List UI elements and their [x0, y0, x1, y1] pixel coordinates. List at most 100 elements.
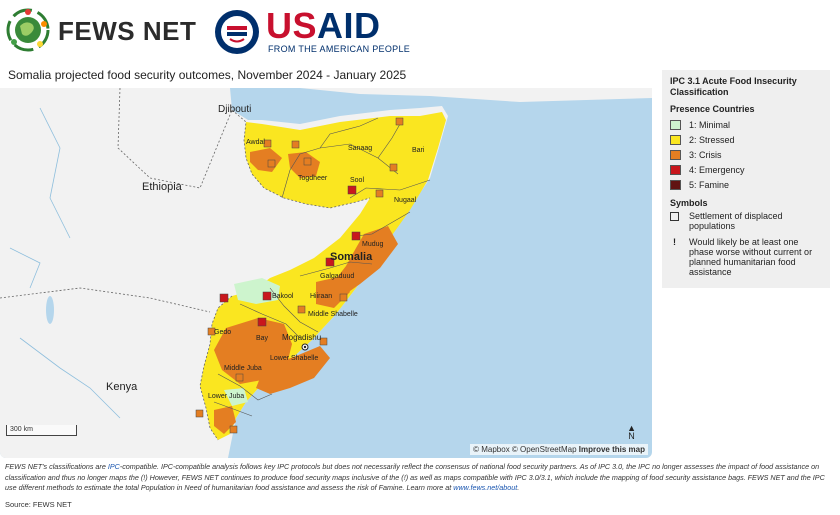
map-attribution: © Mapbox © OpenStreetMap Improve this ma…	[470, 444, 648, 455]
label-sool: Sool	[350, 177, 364, 184]
label-bay: Bay	[256, 335, 269, 342]
idp-marker	[389, 163, 398, 172]
label-galgaduud: Galgaduud	[320, 273, 354, 280]
fews-about-link[interactable]: www.fews.net/about	[453, 483, 518, 492]
idp-marker	[267, 159, 276, 168]
usaid-tagline: FROM THE AMERICAN PEOPLE	[268, 44, 411, 54]
idp-marker	[291, 140, 300, 149]
idp-marker	[325, 257, 335, 267]
legend-symbols-label: Symbols	[670, 198, 708, 208]
legend-phase-label: 5: Famine	[689, 179, 730, 190]
arabian-peninsula	[300, 88, 652, 102]
legend-phase-label: 1: Minimal	[689, 119, 731, 130]
attribution-mapbox-link[interactable]: © Mapbox	[473, 445, 510, 454]
idp-marker	[219, 293, 229, 303]
admin-borders	[213, 117, 431, 417]
legend-bang-row: ! Would likely be at least one phase wor…	[670, 237, 822, 277]
label-lower-juba: Lower Juba	[208, 393, 244, 400]
map-card: Somalia projected food security outcomes…	[0, 62, 652, 458]
legend-phase-label: 2: Stressed	[689, 134, 735, 145]
crisis-area-coast-central	[332, 226, 398, 298]
footnote: FEWS NET's classifications are IPC-compa…	[5, 462, 833, 494]
north-label: N	[628, 431, 635, 441]
legend-phase-list: 1: Minimal 2: Stressed 3: Crisis 4: Emergen…	[670, 117, 822, 192]
international-borders	[0, 88, 371, 441]
idp-marker	[235, 373, 244, 382]
legend-phase-item: 1: Minimal	[670, 117, 822, 132]
idp-settlements-emergency	[219, 185, 361, 327]
label-awdal: Awdal	[246, 139, 265, 146]
map-legend: IPC 3.1 Acute Food Insecurity Classifica…	[662, 70, 830, 288]
usaid-seal-icon	[215, 10, 259, 54]
legend-phase-swatch	[670, 179, 681, 190]
idp-marker	[319, 337, 328, 346]
legend-phase-item: 2: Stressed	[670, 132, 822, 147]
rivers	[9, 107, 121, 419]
legend-idp-row: Settlement of displaced populations	[670, 211, 822, 231]
label-sanaag: Sanaag	[348, 145, 372, 152]
attribution-osm-link[interactable]: © OpenStreetMap	[511, 445, 577, 454]
map-title: Somalia projected food security outcomes…	[8, 68, 407, 82]
legend-phase-swatch	[670, 164, 681, 175]
legend-phase-label: 4: Emergency	[689, 164, 745, 175]
idp-marker	[297, 305, 306, 314]
legend-phase-item: 5: Famine	[670, 177, 822, 192]
idp-marker	[195, 409, 204, 418]
minimal-area-middle-juba	[224, 388, 248, 406]
ipc-link[interactable]: IPC	[107, 462, 120, 471]
footnote-part2: -compatible. IPC-compatible analysis fol…	[5, 462, 825, 492]
label-djibouti: Djibouti	[218, 104, 251, 115]
usaid-wordmark-aid: AID	[317, 5, 381, 46]
idp-square-icon	[670, 212, 679, 221]
idp-marker	[303, 157, 312, 166]
legend-bang-label: Would likely be at least one phase worse…	[689, 237, 813, 277]
idp-marker	[207, 327, 216, 336]
idp-marker	[339, 293, 348, 302]
label-somalia: Somalia	[330, 251, 373, 263]
label-hiiraan: Hiiraan	[310, 293, 332, 300]
scale-bar: 300 km	[6, 425, 77, 436]
legend-phase-swatch	[670, 134, 681, 145]
legend-phase-swatch	[670, 149, 681, 160]
label-bakool: Bakool	[272, 293, 294, 300]
legend-phase-label: 3: Crisis	[689, 149, 722, 160]
legend-title: IPC 3.1 Acute Food Insecurity Classifica…	[670, 76, 797, 97]
idp-marker	[351, 231, 361, 241]
label-mogadishu: Mogadishu	[282, 333, 321, 342]
label-middle-juba: Middle Juba	[224, 365, 262, 372]
idp-marker	[257, 317, 267, 327]
idp-marker	[347, 185, 357, 195]
idp-marker	[262, 291, 272, 301]
legend-presence-label: Presence Countries	[670, 104, 755, 114]
idp-marker	[375, 189, 384, 198]
somalia-map[interactable]: Djibouti Ethiopia Kenya Somalia Mogadish…	[0, 88, 652, 458]
map-labels: Djibouti Ethiopia Kenya Somalia Mogadish…	[106, 104, 425, 400]
fews-net-wordmark: FEWS NET	[58, 16, 197, 46]
source-line: Source: FEWS NET	[5, 500, 72, 509]
label-ethiopia: Ethiopia	[142, 181, 183, 193]
idp-marker	[229, 425, 238, 434]
legend-idp-label: Settlement of displaced populations	[689, 211, 783, 231]
exclamation-icon: !	[673, 237, 676, 247]
label-gedo: Gedo	[214, 329, 231, 336]
legend-phase-swatch	[670, 119, 681, 130]
crisis-area-shabelle	[256, 346, 330, 394]
footnote-part1: FEWS NET's classifications are	[5, 462, 108, 471]
idp-marker	[395, 117, 404, 126]
label-bari: Bari	[412, 147, 425, 154]
lake-turkana	[46, 296, 54, 324]
label-togdheer: Togdheer	[298, 175, 328, 182]
usaid-wordmark: USAID	[266, 8, 381, 44]
label-nugaal: Nugaal	[394, 197, 417, 204]
header: FEWS NET USAID FROM THE AMERICAN PEOPLE	[0, 0, 840, 62]
legend-phase-item: 3: Crisis	[670, 147, 822, 162]
idp-settlements-crisis	[195, 117, 404, 434]
label-mudug: Mudug	[362, 241, 384, 248]
fews-globe-logo-icon	[6, 8, 50, 52]
footnote-part3: .	[517, 483, 520, 492]
improve-map-link[interactable]: Improve this map	[578, 445, 645, 454]
map-frame[interactable]: Djibouti Ethiopia Kenya Somalia Mogadish…	[0, 88, 652, 458]
label-kenya: Kenya	[106, 381, 138, 393]
legend-phase-item: 4: Emergency	[670, 162, 822, 177]
label-lower-shabelle: Lower Shabelle	[270, 355, 318, 362]
